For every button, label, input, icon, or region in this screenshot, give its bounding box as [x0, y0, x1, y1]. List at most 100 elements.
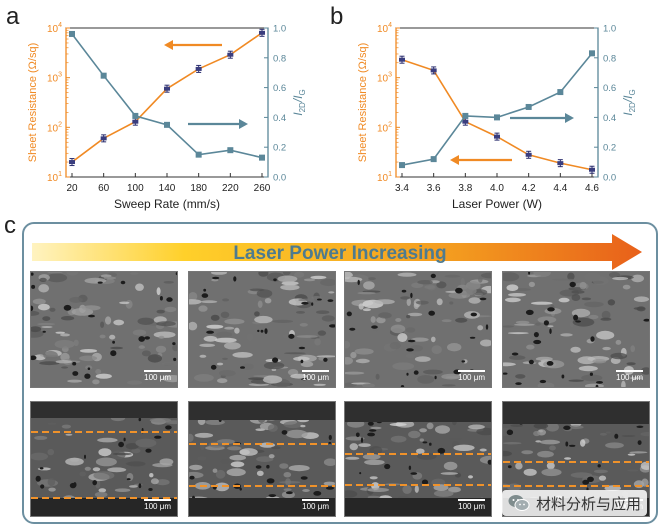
- chart-b-plot-frame: [395, 27, 599, 178]
- chart-b-ytick-label-left: 104: [377, 22, 392, 35]
- chart-a-ytick-label-right: 0.4: [273, 113, 286, 124]
- chart-a-xtick-label: 100: [127, 183, 144, 194]
- chart-b-xtick-label: 4.4: [553, 183, 567, 194]
- sem-cross-section-1: 100 μm: [30, 401, 178, 517]
- chart-a-ratio-point: [259, 154, 265, 161]
- sem-top-view-2: 100 μm: [188, 271, 336, 388]
- chart-b-ratio-point: [557, 89, 564, 96]
- chart-b-ytick-label-right: 1.0: [603, 24, 616, 35]
- chart-a-resistance-point: [227, 52, 234, 57]
- chart-b-resistance-point: [399, 57, 405, 62]
- chart-b-resistance-point: [494, 134, 500, 139]
- chart-a-resistance-point: [195, 66, 202, 71]
- chart-a-series-resistance-line: [71, 32, 263, 163]
- chart-a-ratio-arrow-head: [239, 119, 248, 129]
- chart-b-xtick-label: 4.0: [490, 183, 504, 194]
- chart-a-ratio-point: [132, 112, 139, 119]
- chart-b-ytick-label-left: 103: [377, 72, 392, 85]
- chart-a-ytick-label-left: 103: [47, 72, 62, 85]
- chart-a-ytick-label-right: 0.8: [273, 53, 286, 64]
- laser-power-arrow: Laser Power Increasing: [32, 234, 642, 270]
- chart-b-xtick-label: 4.2: [522, 183, 536, 194]
- chart-a-resistance-point: [164, 86, 170, 91]
- chart-b-ylabel-left: Sheet Resistance (Ω/sq): [357, 43, 369, 163]
- sem-texture: [345, 402, 491, 516]
- chart-a-xlabel: Sweep Rate (mm/s): [114, 197, 220, 211]
- scale-bar-label: 100 μm: [302, 370, 329, 382]
- chart-b-xtick-label: 3.4: [395, 183, 409, 194]
- chart-b-xtick-label: 4.6: [585, 183, 599, 194]
- scale-bar-label: 100 μm: [302, 499, 329, 511]
- chart-b: 101 102 103 104 0.0 0.2 0.4 0.6 0.8 1.0 3.4 3.6 3.8 4…: [357, 22, 637, 211]
- sem-texture: [31, 272, 177, 387]
- sem-texture: [345, 272, 491, 387]
- sem-top-view-4: 100 μm: [502, 271, 650, 388]
- chart-b-xlabel: Laser Power (W): [452, 197, 542, 211]
- chart-b-resistance-point: [430, 68, 437, 73]
- chart-a-resistance-point: [100, 136, 107, 141]
- chart-a-ytick-label-left: 101: [47, 171, 62, 184]
- chart-b-ytick-label-right: 0.6: [603, 83, 616, 94]
- chart-a-xtick-label: 220: [222, 183, 239, 194]
- watermark: 材料分析与应用: [502, 490, 648, 516]
- sem-texture: [189, 272, 335, 387]
- chart-a-xtick-label: 260: [254, 183, 271, 194]
- panel-label-c: c: [4, 212, 16, 239]
- panel-label-a: a: [6, 3, 20, 30]
- chart-a-resistance-arrow-head: [164, 40, 173, 50]
- sem-top-view-1: 100 μm: [30, 271, 178, 388]
- chart-b-ylabel-right: I2D/IG: [621, 89, 637, 115]
- chart-b-resistance-point: [589, 167, 595, 172]
- chart-a-xtick-label: 20: [66, 183, 78, 194]
- chart-b-resistance-arrow-head: [450, 155, 459, 165]
- chart-a-ytick-label-right: 0.2: [273, 143, 286, 154]
- chart-b-ytick-label-right: 0.0: [603, 173, 616, 184]
- chart-a-ytick-label-right: 0.0: [273, 173, 286, 184]
- chart-a-xtick-label: 60: [98, 183, 110, 194]
- scale-bar-label: 100 μm: [458, 370, 485, 382]
- chart-b-ytick-label-right: 0.8: [603, 53, 616, 64]
- chart-a-xtick-label: 140: [159, 183, 176, 194]
- chart-a-ytick-label-left: 102: [47, 121, 62, 134]
- wechat-icon: [508, 495, 530, 511]
- chart-b-ratio-point: [462, 112, 469, 119]
- chart-a-ratio-point: [69, 30, 75, 37]
- chart-b-ytick-label-left: 101: [377, 171, 392, 184]
- sem-texture: [189, 402, 335, 516]
- sem-texture: [31, 402, 177, 516]
- chart-a-ratio-point: [164, 121, 170, 128]
- chart-a-ylabel-right: I2D/IG: [291, 89, 307, 115]
- banner-text: Laser Power Increasing: [233, 243, 446, 264]
- chart-b-xtick-label: 3.8: [458, 183, 472, 194]
- chart-a-ratio-point: [100, 72, 107, 79]
- chart-b-ratio-point: [525, 103, 532, 110]
- chart-a: 101 102 103 104 0.0 0.2 0.4 0.6 0.8 1.0 20 60 100 140…: [27, 22, 307, 211]
- scale-bar-label: 100 μm: [144, 499, 171, 511]
- chart-b-ratio-point: [589, 50, 595, 57]
- panel-label-b: b: [330, 3, 344, 30]
- chart-a-resistance-point: [132, 119, 139, 124]
- chart-b-resistance-point: [557, 161, 564, 166]
- chart-a-resistance-point: [259, 30, 265, 35]
- sem-cross-section-2: 100 μm: [188, 401, 336, 517]
- chart-a-ratio-point: [227, 147, 234, 154]
- chart-a-ylabel-left: Sheet Resistance (Ω/sq): [27, 43, 39, 163]
- chart-a-xtick-label: 180: [190, 183, 207, 194]
- chart-a-ratio-point: [195, 151, 202, 158]
- scale-bar-label: 100 μm: [458, 499, 485, 511]
- chart-b-ratio-point: [399, 162, 405, 169]
- chart-b-ratio-point: [494, 114, 500, 121]
- chart-b-xtick-label: 3.6: [427, 183, 441, 194]
- chart-b-ytick-label-right: 0.2: [603, 143, 616, 154]
- chart-b-resistance-point: [462, 119, 469, 124]
- sem-texture: [503, 272, 649, 387]
- sem-top-view-3: 100 μm: [344, 271, 492, 388]
- chart-b-ratio-arrow-head: [565, 113, 574, 123]
- chart-a-ytick-label-left: 104: [47, 22, 62, 35]
- chart-a-resistance-point: [69, 160, 75, 165]
- scale-bar-label: 100 μm: [616, 370, 643, 382]
- sem-cross-section-3: 100 μm: [344, 401, 492, 517]
- chart-b-ratio-point: [430, 156, 437, 163]
- chart-a-ytick-label-right: 1.0: [273, 24, 286, 35]
- chart-b-ytick-label-right: 0.4: [603, 113, 616, 124]
